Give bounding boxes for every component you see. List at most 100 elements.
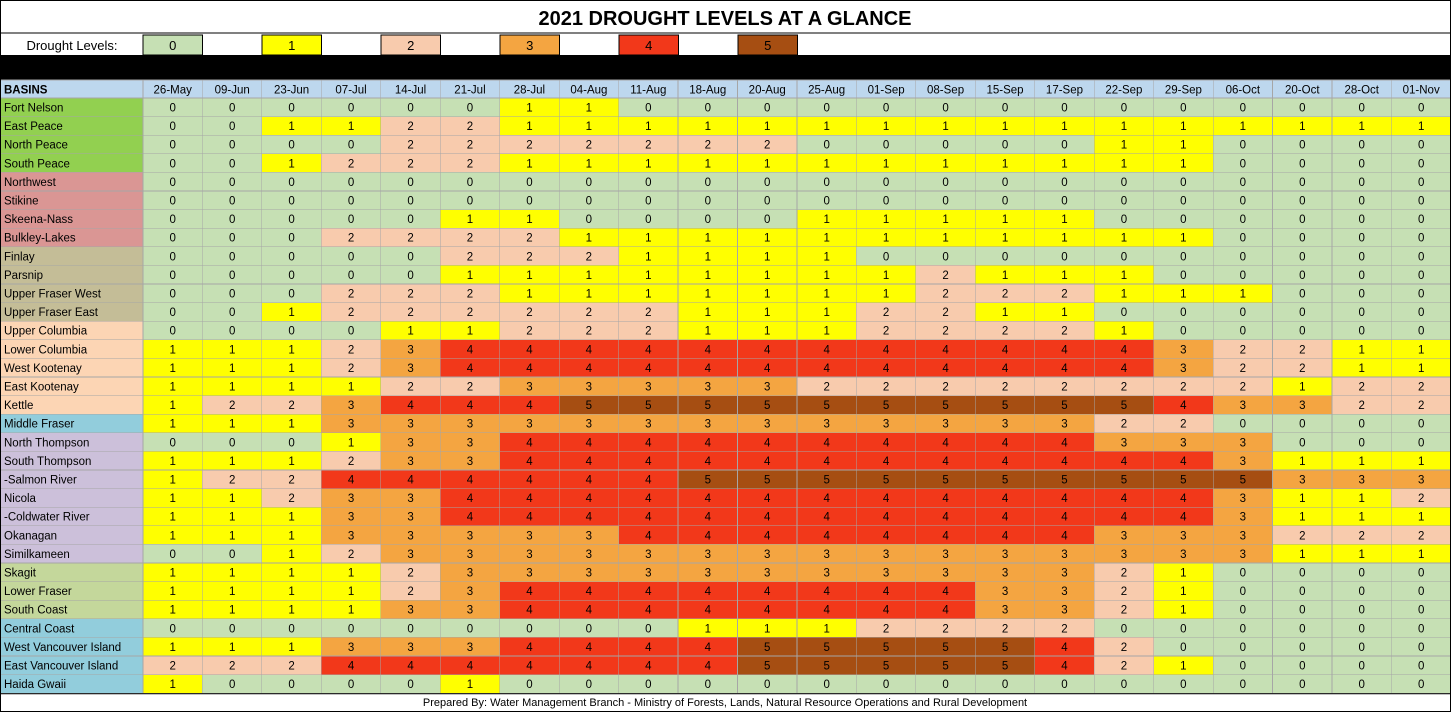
drought-value: 0 [942,251,948,263]
drought-value: 1 [764,270,770,282]
drought-value: 0 [764,177,770,189]
drought-value: 3 [942,568,948,580]
drought-value: 1 [1180,233,1186,245]
drought-value: 1 [705,121,711,133]
drought-value: 3 [1180,437,1186,449]
drought-value: 4 [526,437,533,449]
drought-value: 0 [170,140,176,152]
drought-value: 4 [467,475,474,487]
drought-value: 1 [170,419,176,431]
drought-value: 5 [1121,400,1127,412]
date-header: 08-Sep [927,85,964,97]
drought-value: 4 [705,586,712,598]
drought-value: 1 [229,456,235,468]
basin-name: North Peace [4,140,68,152]
drought-value: 3 [407,605,413,617]
drought-value: 4 [764,344,771,356]
drought-value: 1 [586,103,592,115]
drought-value: 0 [1359,307,1365,319]
drought-value: 3 [467,530,473,542]
drought-value: 1 [229,530,235,542]
drought-table: BASINS 26-May 09-Jun 23-Jun 07-Jul 14-Jul 21-J… [0,79,1451,695]
drought-value: 3 [1359,475,1365,487]
drought-value: 1 [526,214,532,226]
drought-value: 0 [229,437,235,449]
drought-value: 0 [229,177,235,189]
drought-value: 4 [467,400,474,412]
drought-value: 1 [348,586,354,598]
drought-value: 1 [705,158,711,170]
drought-value: 2 [407,121,413,133]
drought-value: 4 [823,344,830,356]
drought-value: 1 [229,605,235,617]
drought-value: 5 [1002,642,1008,654]
drought-value: 4 [823,363,830,375]
drought-value: 1 [1299,121,1305,133]
drought-value: 3 [1240,530,1246,542]
drought-value: 4 [526,363,533,375]
drought-value: 0 [1418,177,1424,189]
drought-value: 2 [942,382,948,394]
drought-value: 2 [467,233,473,245]
drought-value: 5 [645,400,651,412]
drought-value: 0 [407,214,413,226]
black-band [0,55,1451,80]
drought-value: 4 [705,661,712,673]
drought-value: 4 [705,642,712,654]
drought-value: 0 [1359,103,1365,115]
drought-value: 5 [764,661,770,673]
drought-value: 1 [1061,214,1067,226]
drought-value: 4 [586,475,593,487]
drought-value: 4 [586,512,593,524]
drought-value: 3 [407,642,413,654]
drought-value: 4 [1061,363,1068,375]
drought-value: 2 [229,661,235,673]
drought-value: 4 [823,605,830,617]
drought-value: 3 [407,419,413,431]
drought-value: 0 [1418,679,1424,691]
drought-value: 3 [586,382,592,394]
drought-value: 1 [705,623,711,635]
drought-value: 0 [1359,289,1365,301]
drought-value: 1 [288,512,294,524]
drought-value: 1 [764,623,770,635]
drought-value: 1 [229,493,235,505]
drought-value: 5 [823,475,829,487]
drought-value: 2 [229,400,235,412]
basin-name: East Vancouver Island [4,661,118,673]
drought-value: 0 [348,214,354,226]
drought-value: 1 [1359,456,1365,468]
drought-value: 3 [586,549,592,561]
basin-name: Upper Columbia [4,326,88,338]
date-header: 18-Aug [689,85,726,97]
drought-value: 0 [1359,326,1365,338]
drought-value: 0 [1121,251,1127,263]
drought-value: 4 [645,363,652,375]
basin-name: Finlay [4,251,35,263]
drought-value: 1 [645,158,651,170]
legend-level-3: 3 [526,38,533,53]
drought-value: 1 [170,363,176,375]
drought-value: 1 [526,270,532,282]
drought-value: 4 [1180,456,1187,468]
drought-value: 2 [1180,382,1186,394]
drought-value: 0 [348,140,354,152]
drought-value: 0 [229,251,235,263]
drought-value: 0 [1240,158,1246,170]
drought-value: 1 [229,642,235,654]
drought-value: 1 [1359,512,1365,524]
drought-value: 3 [1180,549,1186,561]
date-header: 23-Jun [274,85,309,97]
drought-value: 0 [229,307,235,319]
drought-value: 5 [1002,400,1008,412]
drought-value: 1 [1061,121,1067,133]
drought-value: 0 [407,103,413,115]
drought-value: 0 [645,196,651,208]
drought-value: 1 [1121,326,1127,338]
drought-value: 5 [586,400,592,412]
drought-value: 1 [288,549,294,561]
drought-value: 0 [1359,605,1365,617]
drought-value: 3 [526,530,532,542]
drought-value: 1 [288,605,294,617]
drought-value: 4 [1121,344,1128,356]
